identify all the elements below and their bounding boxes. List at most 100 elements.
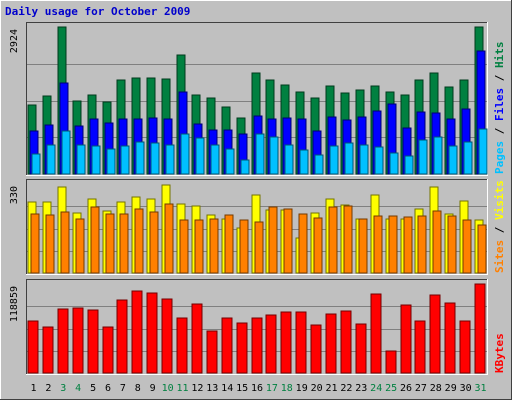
bar-kbytes-day-21: [325, 313, 337, 374]
x-tick-day-2: 2: [45, 383, 51, 394]
bar-kbytes-day-1: [27, 320, 39, 374]
bar-kbytes-day-18: [280, 311, 292, 374]
bar-kbytes-day-17: [265, 314, 277, 374]
bar-sites-day-31: [477, 224, 487, 274]
bar-kbytes-day-11: [176, 317, 188, 374]
bar-pages-day-15: [240, 159, 250, 175]
bar-kbytes-day-28: [429, 294, 441, 374]
bar-pages-day-4: [76, 144, 86, 175]
x-tick-day-18: 18: [281, 383, 293, 394]
bar-kbytes-day-13: [206, 330, 218, 374]
bar-pages-day-24: [374, 146, 384, 175]
bar-sites-day-11: [179, 219, 189, 274]
x-tick-day-24: 24: [370, 383, 382, 394]
bar-pages-day-9: [150, 142, 160, 175]
bar-pages-day-7: [120, 145, 130, 175]
x-tick-day-23: 23: [355, 383, 367, 394]
x-tick-day-17: 17: [266, 383, 278, 394]
bar-pages-day-12: [195, 137, 205, 175]
bar-sites-day-27: [417, 215, 427, 274]
bar-sites-day-12: [194, 219, 204, 274]
bar-sites-day-7: [119, 213, 129, 274]
x-tick-day-1: 1: [30, 383, 36, 394]
bar-kbytes-day-31: [474, 283, 486, 374]
bar-pages-day-1: [31, 153, 41, 175]
bar-pages-day-14: [225, 148, 235, 175]
x-tick-day-19: 19: [296, 383, 308, 394]
chart-panels: 2924 Pages / Files / Hits 330 Sites / Visit…: [9, 22, 506, 375]
bar-sites-day-9: [149, 211, 159, 274]
bar-pages-day-11: [180, 133, 190, 175]
bar-pages-day-23: [359, 144, 369, 175]
bar-sites-day-25: [388, 215, 398, 274]
x-tick-day-3: 3: [60, 383, 66, 394]
bar-sites-day-13: [209, 218, 219, 274]
bar-kbytes-day-14: [221, 317, 233, 374]
ymax-label-kbytes: 118859: [9, 286, 20, 322]
x-tick-day-25: 25: [385, 383, 397, 394]
bar-kbytes-day-8: [131, 290, 143, 374]
x-tick-day-21: 21: [325, 383, 337, 394]
bar-kbytes-day-30: [459, 320, 471, 374]
series-label-part: /: [493, 121, 506, 141]
x-tick-day-11: 11: [176, 383, 188, 394]
bar-pages-day-25: [389, 152, 399, 175]
bar-pages-day-21: [329, 145, 339, 175]
bar-sites-day-4: [75, 218, 85, 274]
bar-sites-day-22: [343, 205, 353, 274]
bar-sites-day-5: [90, 206, 100, 274]
bar-pages-day-3: [61, 130, 71, 175]
bar-pages-day-31: [478, 128, 488, 175]
x-tick-day-6: 6: [105, 383, 111, 394]
bar-pages-day-18: [284, 144, 294, 175]
bar-sites-day-20: [313, 217, 323, 274]
bar-sites-day-14: [224, 214, 234, 274]
x-tick-day-5: 5: [90, 383, 96, 394]
x-tick-day-28: 28: [430, 383, 442, 394]
bar-sites-day-10: [164, 203, 174, 274]
bar-pages-day-30: [463, 141, 473, 175]
x-tick-day-7: 7: [120, 383, 126, 394]
x-tick-day-20: 20: [311, 383, 323, 394]
bar-sites-day-17: [268, 206, 278, 274]
series-label-part: Sites: [493, 240, 506, 273]
bar-sites-day-21: [328, 206, 338, 274]
bar-kbytes-day-25: [385, 350, 397, 374]
series-label-part: /: [493, 68, 506, 88]
bar-sites-day-30: [462, 219, 472, 274]
x-axis-day-labels: 1 2 3 4 5 6 7 8 9 10 11 12 13 14 15 16 17 18 19 20 21 22 23 24 2…: [30, 383, 486, 394]
x-tick-day-13: 13: [206, 383, 218, 394]
bar-pages-day-20: [314, 154, 324, 175]
x-tick-day-9: 9: [150, 383, 156, 394]
x-tick-day-8: 8: [135, 383, 141, 394]
bar-pages-day-26: [404, 155, 414, 175]
series-label-part: Files: [493, 88, 506, 121]
bar-pages-day-19: [299, 149, 309, 175]
bar-sites-day-6: [105, 213, 115, 274]
x-tick-day-15: 15: [236, 383, 248, 394]
bar-sites-day-1: [30, 213, 40, 274]
x-tick-day-4: 4: [75, 383, 81, 394]
series-label-part: KBytes: [493, 333, 506, 373]
bar-kbytes-day-20: [310, 324, 322, 374]
bar-pages-day-8: [135, 141, 145, 175]
bar-kbytes-day-19: [295, 311, 307, 374]
x-tick-day-16: 16: [251, 383, 263, 394]
bar-kbytes-day-24: [370, 293, 382, 374]
bar-pages-day-27: [418, 139, 428, 175]
ymax-label-hits: 2924: [9, 29, 20, 53]
bar-pages-day-5: [91, 145, 101, 175]
x-tick-day-29: 29: [445, 383, 457, 394]
ymax-label-visits: 330: [9, 186, 20, 204]
bar-pages-day-6: [106, 148, 116, 175]
bar-kbytes-day-29: [444, 302, 456, 374]
panel-hits: 2924 Pages / Files / Hits: [9, 22, 506, 176]
bar-kbytes-day-5: [87, 309, 99, 374]
bar-kbytes-day-6: [102, 326, 114, 374]
bar-sites-day-15: [239, 219, 249, 274]
x-tick-day-27: 27: [415, 383, 427, 394]
bar-kbytes-day-4: [72, 307, 84, 374]
x-tick-day-12: 12: [191, 383, 203, 394]
series-label-part: /: [493, 220, 506, 240]
series-label-part: Visits: [493, 180, 506, 220]
